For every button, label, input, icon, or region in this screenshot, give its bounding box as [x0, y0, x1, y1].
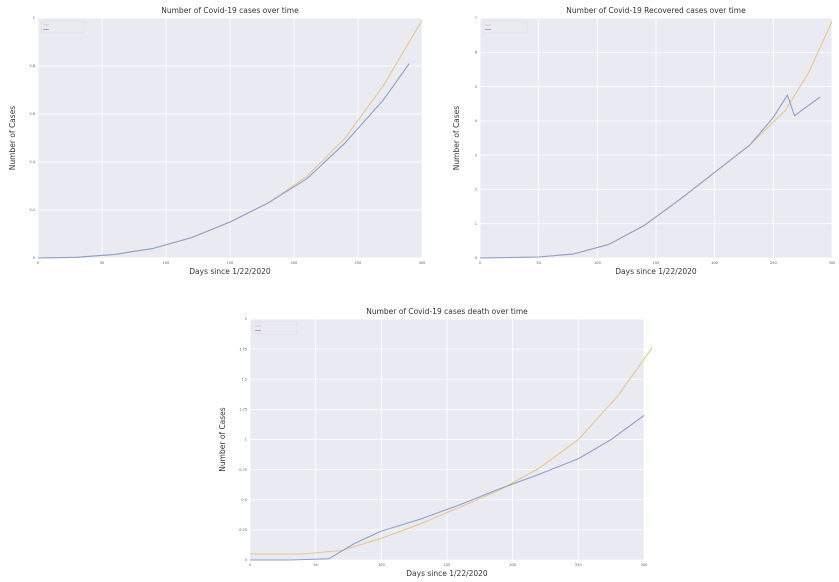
x-tick-label: 300	[419, 261, 426, 265]
x-tick-label: 200	[711, 261, 718, 265]
y-tick-label: 2	[475, 188, 477, 192]
y-axis-label: Number of Cases	[218, 407, 227, 471]
y-tick-label: 1.25	[239, 408, 247, 412]
y-tick-label: 0	[245, 558, 247, 562]
y-tick-label: 0.5	[241, 498, 247, 502]
y-tick-label: 0.75	[239, 468, 247, 472]
x-tick-label: 250	[355, 261, 362, 265]
x-tick-label: 50	[536, 261, 540, 265]
y-tick-label: 1	[33, 16, 35, 20]
series-line-1	[250, 414, 645, 561]
chart-title: Number of Covid-19 Recovered cases over …	[566, 6, 746, 15]
x-tick-label: 0	[249, 563, 251, 567]
y-tick-label: 0.8	[29, 64, 35, 68]
x-tick-label: 0	[479, 261, 481, 265]
y-tick-label: 0.4	[29, 160, 35, 164]
y-tick-label: 1	[245, 438, 247, 442]
x-tick-label: 150	[653, 261, 660, 265]
x-tick-label: 50	[313, 563, 317, 567]
x-tick-label: 200	[509, 563, 516, 567]
chart-death-cases: 0 50 100 150 200 250 300 0 0.25 0.5 0.75 1 1.25 1.5 1.…	[214, 305, 652, 582]
x-tick-label: 250	[770, 261, 777, 265]
x-tick-label: 50	[100, 261, 104, 265]
x-tick-label: 100	[378, 563, 385, 567]
y-tick-label: 5	[475, 85, 477, 89]
x-axis-label: Days since 1/22/2020	[615, 267, 697, 276]
chart-svg: 0 50 100 150 200 250 300 0 0.25 0.5 0.75 1 1.25 1.5 1.…	[218, 307, 652, 578]
chart-total-cases: 0 50 100 150 200 250 300 0 0.2 0.4 0.6 0.8 1 Number o…	[4, 4, 432, 280]
y-axis-label: Number of Cases	[452, 106, 461, 170]
y-tick-label: 7	[475, 16, 477, 20]
x-tick-label: 150	[444, 563, 451, 567]
y-tick-label: 1.75	[239, 347, 247, 351]
chart-title: Number of Covid-19 cases over time	[161, 6, 299, 15]
legend	[252, 321, 298, 335]
legend	[40, 20, 86, 34]
x-tick-label: 0	[37, 261, 39, 265]
y-axis-label: Number of Cases	[8, 106, 17, 170]
chart-title: Number of Covid-19 cases death over time	[366, 307, 528, 316]
y-tick-label: 4	[475, 119, 478, 123]
legend-box	[40, 20, 86, 34]
x-tick-label: 150	[227, 261, 234, 265]
y-tick-label: 0.2	[29, 208, 35, 212]
y-tick-label: 2	[245, 317, 247, 321]
x-tick-label: 250	[575, 563, 582, 567]
x-tick-label: 100	[163, 261, 170, 265]
legend	[482, 20, 528, 34]
x-tick-label: 300	[829, 261, 836, 265]
x-tick-label: 200	[291, 261, 298, 265]
chart-recovered-cases: 0 50 100 150 200 250 300 0 1 2 3 4 5 6 7 Number of Covi…	[448, 4, 839, 280]
y-tick-label: 0.25	[239, 528, 247, 532]
series-line-1	[37, 63, 410, 259]
y-tick-label: 0	[475, 256, 477, 260]
series-line-1	[479, 94, 821, 259]
chart-svg: 0 50 100 150 200 250 300 0 1 2 3 4 5 6 7 Number of Covi…	[452, 6, 836, 276]
y-tick-label: 1	[475, 222, 477, 226]
legend-box	[252, 321, 298, 335]
y-tick-label: 0	[33, 256, 35, 260]
chart-svg: 0 50 100 150 200 250 300 0 0.2 0.4 0.6 0.8 1 Number o…	[8, 6, 426, 276]
x-axis-label: Days since 1/22/2020	[406, 569, 488, 578]
legend-box	[482, 20, 528, 34]
y-tick-label: 3	[475, 153, 477, 157]
x-tick-label: 300	[641, 563, 648, 567]
y-tick-label: 0.6	[29, 112, 35, 116]
x-tick-label: 100	[594, 261, 601, 265]
x-axis-label: Days since 1/22/2020	[189, 267, 271, 276]
series-line-0	[250, 346, 652, 555]
y-tick-label: 1.5	[241, 377, 247, 381]
y-tick-label: 6	[475, 50, 477, 54]
